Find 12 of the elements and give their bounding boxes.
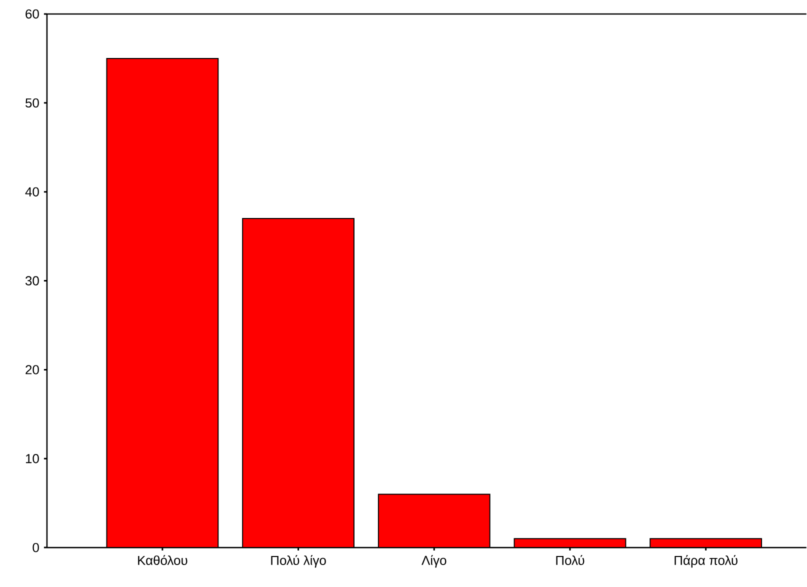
y-tick-label: 40 (25, 187, 39, 197)
y-tick-label: 20 (26, 365, 39, 375)
y-tick-label: 0 (32, 543, 39, 552)
y-tick-label: 50 (26, 98, 39, 108)
x-tick-label: Πολύ λίγο (271, 555, 326, 568)
y-tick-label: 30 (25, 276, 39, 286)
x-tick-label: Πάρα πολύ (674, 555, 738, 568)
y-tick-label: 60 (26, 10, 39, 19)
x-tick-label: Πολύ (556, 555, 584, 566)
y-tick-label: 10 (26, 454, 39, 464)
x-tick-label: Καθόλου (138, 555, 188, 566)
x-tick-label: Λίγο (422, 555, 446, 568)
